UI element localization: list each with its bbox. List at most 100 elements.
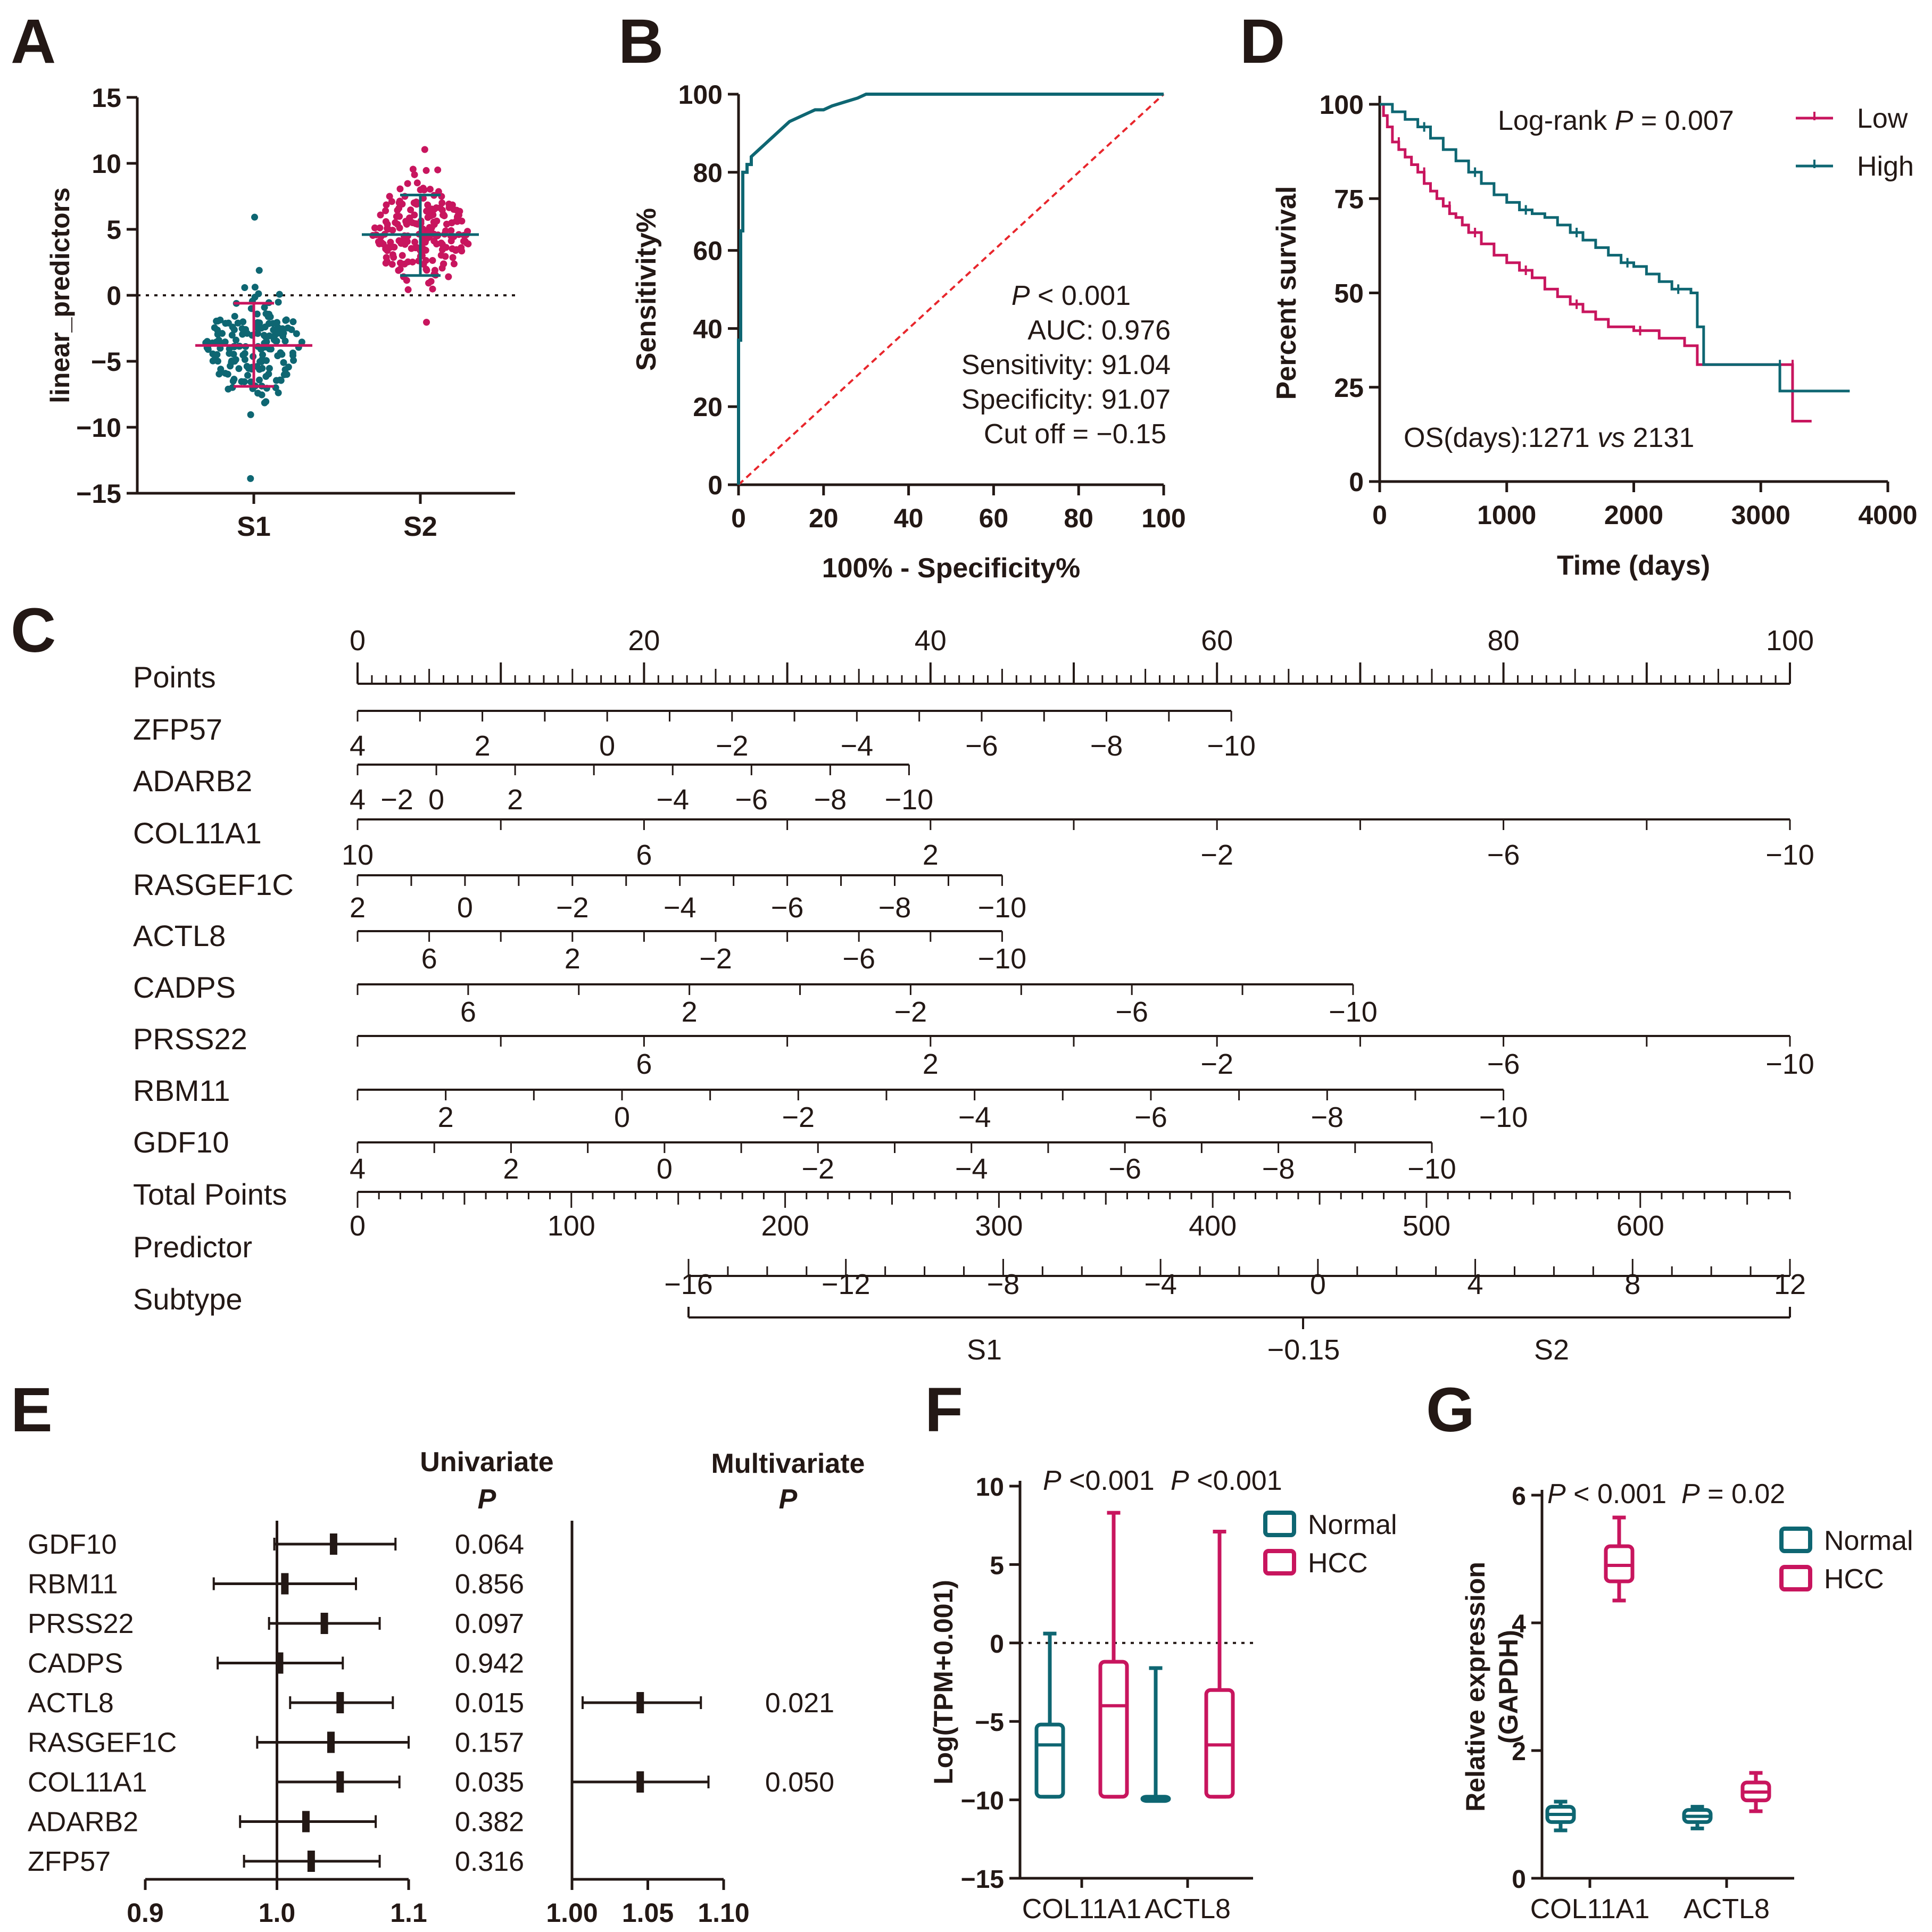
a-dot-s2 <box>401 260 408 268</box>
e-multi-hr-point <box>636 1692 644 1713</box>
panel-letter-a: A <box>11 6 56 77</box>
e-uni-hr-point <box>307 1851 315 1872</box>
a-dot-s2 <box>426 186 434 193</box>
c-value-label-col11a1: −6 <box>1487 839 1520 871</box>
a-y-tick-label: −10 <box>76 413 121 443</box>
a-dot-s1 <box>231 312 238 320</box>
a-dot-s2 <box>407 206 414 213</box>
c-total-label: 200 <box>761 1210 809 1242</box>
c-value-label-adarb2: −8 <box>814 784 847 816</box>
e-uni-p-value: 0.316 <box>455 1846 524 1877</box>
c-row-label: ACTL8 <box>133 919 226 952</box>
a-dot-s1 <box>247 411 254 418</box>
a-dot-s1 <box>241 284 248 291</box>
c-total-label: 400 <box>1189 1210 1237 1242</box>
a-dot-s1 <box>275 298 282 306</box>
b-reference-diagonal <box>737 93 1165 486</box>
a-dot-s2 <box>422 167 430 174</box>
b-x-tick-label: 0 <box>731 503 746 533</box>
c-value-label-prss22: −2 <box>1200 1048 1233 1080</box>
e-uni-p-value: 0.382 <box>455 1807 524 1838</box>
c-value-label-rbm11: −10 <box>1479 1101 1528 1133</box>
g-x-tick-label: COL11A1 <box>1530 1894 1650 1925</box>
b-y-tick-label: 0 <box>708 470 723 500</box>
c-predictor-label: −8 <box>987 1268 1020 1300</box>
a-dot-s1 <box>258 358 266 366</box>
c-row-label: Predictor <box>133 1230 252 1264</box>
e-uni-hr-point <box>336 1692 344 1713</box>
c-subtype-label-cutoff: −0.15 <box>1267 1334 1340 1366</box>
e-uni-p-value: 0.097 <box>455 1608 524 1639</box>
c-value-label-col11a1: 2 <box>923 839 939 871</box>
a-dot-s1 <box>243 362 251 370</box>
a-dot-s2 <box>409 219 416 227</box>
c-row-label: GDF10 <box>133 1125 229 1159</box>
a-dot-s1 <box>232 356 239 363</box>
a-dot-s2 <box>453 246 460 253</box>
a-dot-s2 <box>440 260 447 268</box>
c-value-label-gdf10: −10 <box>1407 1153 1456 1185</box>
a-dot-s2 <box>442 253 449 260</box>
c-total-label: 100 <box>548 1210 595 1242</box>
a-dot-s2 <box>394 220 401 228</box>
a-dot-s2 <box>403 220 410 227</box>
a-dot-s2 <box>388 261 396 268</box>
e-gene-label: RBM11 <box>28 1569 118 1600</box>
a-dot-s2 <box>423 319 430 326</box>
a-dot-s2 <box>449 254 457 261</box>
e-gene-label: RASGEF1C <box>28 1728 177 1759</box>
a-x-tick-label: S2 <box>403 511 437 542</box>
a-dot-s1 <box>229 324 236 331</box>
c-value-label-rbm11: −8 <box>1311 1101 1344 1133</box>
d-y-tick-label: 100 <box>1320 90 1364 120</box>
b-y-tick-label: 100 <box>678 80 723 110</box>
e-uni-p-value: 0.064 <box>455 1529 524 1560</box>
a-dot-s1 <box>265 320 272 327</box>
a-dot-s2 <box>412 198 420 206</box>
a-dot-s1 <box>284 324 292 331</box>
d-legend-label-low: Low <box>1857 103 1908 134</box>
e-uni-p-value: 0.035 <box>455 1767 524 1798</box>
b-x-tick-label: 20 <box>809 503 839 533</box>
d-x-axis-label: Time (days) <box>1557 550 1710 581</box>
a-dot-s2 <box>417 186 424 194</box>
g-p-value-col11a1: P < 0.001 <box>1547 1479 1666 1510</box>
a-y-tick-label: 0 <box>106 281 121 311</box>
c-value-label-rasgef1c: −4 <box>664 892 696 924</box>
e-gene-label: GDF10 <box>28 1529 117 1560</box>
a-dot-s2 <box>395 267 402 274</box>
a-dot-s1 <box>242 326 250 333</box>
c-value-label-adarb2: −4 <box>656 784 689 816</box>
a-dot-s2 <box>383 258 391 265</box>
e-multi-tick-label: 1.00 <box>546 1898 598 1928</box>
a-dot-s2 <box>445 200 453 208</box>
c-predictor-label: −12 <box>822 1268 870 1300</box>
a-dot-s1 <box>254 330 261 337</box>
c-value-label-zfp57: −6 <box>965 730 998 762</box>
c-value-label-rasgef1c: 2 <box>350 892 366 924</box>
a-dot-s1 <box>279 325 286 333</box>
c-value-label-zfp57: 2 <box>475 730 491 762</box>
e-uni-tick-label: 1.1 <box>390 1898 427 1928</box>
b-y-axis-label: Sensitivity% <box>631 208 662 371</box>
g-p-value-actl8: P = 0.02 <box>1681 1479 1785 1510</box>
f-y-tick-label: 5 <box>990 1552 1004 1580</box>
a-dot-s2 <box>387 238 394 246</box>
a-dot-s2 <box>411 238 419 246</box>
e-uni-tick-label: 0.9 <box>127 1898 164 1928</box>
c-value-label-actl8: −10 <box>978 943 1027 975</box>
a-y-axis-label: linear_predictors <box>45 187 75 403</box>
a-dot-s1 <box>261 304 268 311</box>
c-value-label-rasgef1c: −10 <box>978 892 1027 924</box>
d-legend-label-high: High <box>1857 151 1914 182</box>
a-dot-s1 <box>293 330 300 337</box>
f-x-tick-label: ACTL8 <box>1145 1894 1231 1925</box>
c-value-label-adarb2: −6 <box>735 784 768 816</box>
a-dot-s2 <box>442 227 450 235</box>
e-uni-hr-point <box>336 1771 344 1793</box>
a-x-tick-label: S1 <box>237 511 271 542</box>
c-row-label: CADPS <box>133 971 236 1004</box>
a-dot-s1 <box>278 351 286 358</box>
a-dot-s1 <box>212 338 220 346</box>
c-value-label-prss22: 2 <box>923 1048 939 1080</box>
